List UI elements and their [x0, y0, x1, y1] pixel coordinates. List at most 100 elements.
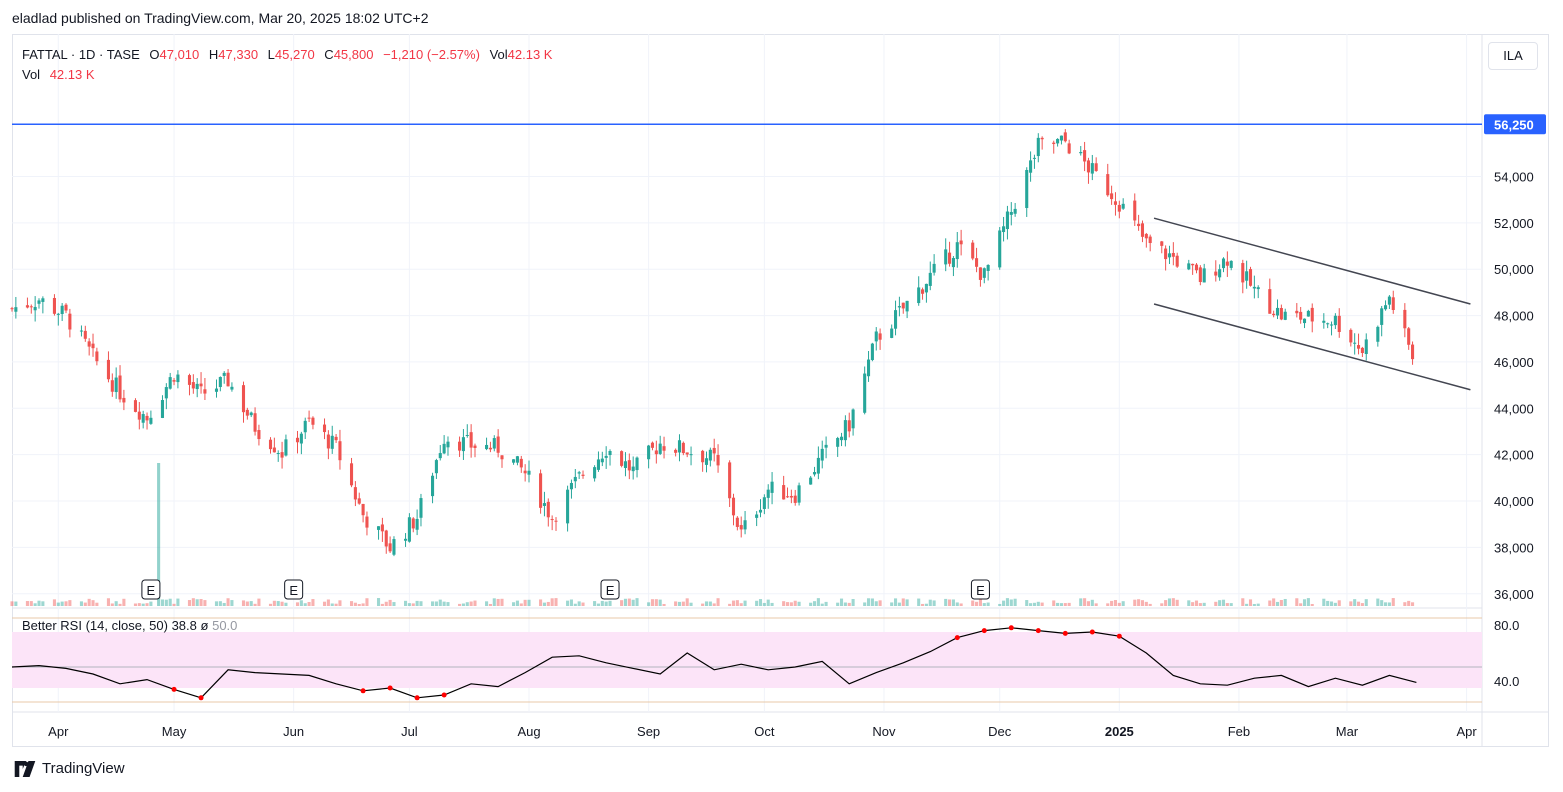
currency-button[interactable]: ILA: [1488, 42, 1538, 70]
volume-bar: [33, 603, 37, 606]
volume-bar: [83, 602, 87, 606]
candle-body: [1252, 286, 1256, 289]
volume-bar: [488, 603, 492, 606]
volume-bar: [1279, 599, 1283, 606]
volume-bar: [731, 600, 736, 606]
volume-bar: [1376, 598, 1380, 606]
candle-body: [257, 430, 261, 440]
candle-body: [1380, 308, 1384, 325]
candle-body: [743, 520, 747, 530]
candle-body: [141, 414, 145, 423]
footer[interactable]: TradingView: [12, 760, 125, 777]
volume-bar: [1218, 600, 1222, 606]
volume-bar: [307, 601, 311, 606]
candle-body: [677, 440, 682, 453]
candle-body: [492, 438, 496, 449]
candle-body: [349, 463, 354, 486]
candle-body: [704, 458, 709, 465]
volume-bar: [735, 600, 739, 606]
candle-body: [1067, 143, 1071, 154]
candle-body: [10, 308, 14, 310]
candle-body: [1083, 150, 1087, 162]
volume-bar: [948, 599, 952, 606]
time-tick-label: Dec: [988, 724, 1012, 739]
earnings-marker-box: [600, 579, 620, 600]
candle-body: [1144, 233, 1148, 239]
volume-bar: [176, 598, 180, 606]
candle-body: [647, 445, 651, 460]
volume-bar: [322, 601, 327, 606]
volume-bar: [1403, 602, 1407, 606]
candle-body: [728, 462, 732, 499]
volume-bar: [701, 603, 705, 606]
volume-bar: [1248, 599, 1253, 606]
candle-body: [488, 447, 492, 450]
rsi-extreme-point: [360, 688, 366, 694]
volume-bar: [1032, 602, 1036, 606]
volume-bar: [1241, 598, 1245, 606]
volume-bar: [473, 600, 477, 606]
volume-bar: [674, 601, 678, 606]
volume-bar: [407, 603, 411, 606]
price-tick-label: 52,000: [1494, 216, 1534, 231]
volume-bar: [500, 598, 504, 606]
volume-bar: [1360, 603, 1364, 606]
candle-body: [60, 305, 64, 315]
volume-bar: [1198, 603, 1202, 606]
candle-body: [812, 472, 817, 475]
candle-body: [1299, 311, 1303, 320]
rsi-band: [12, 632, 1482, 688]
volume-bar: [222, 602, 226, 606]
rsi-title[interactable]: Better RSI (14, close, 50): [22, 618, 168, 633]
candle-body: [419, 498, 423, 518]
candle-body: [542, 503, 546, 506]
volume-spike-bar: [157, 463, 161, 606]
candle-body: [160, 400, 165, 418]
volume-bar: [1299, 603, 1303, 606]
candle-body: [944, 249, 948, 265]
legend-symbol[interactable]: FATTAL · 1D · TASE: [22, 47, 140, 62]
volume-bar: [496, 598, 500, 606]
volume-bar: [789, 602, 793, 606]
candle-body: [1002, 226, 1006, 233]
volume-bar: [91, 600, 95, 606]
candle-body: [14, 307, 18, 312]
volume-bar: [338, 600, 342, 606]
candle-body: [1229, 260, 1233, 268]
candle-body: [1202, 268, 1206, 283]
candle-body: [539, 473, 543, 508]
candle-body: [793, 495, 797, 503]
candle-body: [620, 451, 624, 466]
volume-bar: [230, 600, 234, 606]
volume-bar: [1171, 598, 1175, 606]
volume-bar: [982, 603, 986, 606]
candle-body: [1376, 326, 1380, 342]
rsi-extreme-point: [198, 695, 204, 701]
candle-body: [1387, 296, 1391, 305]
candle-body: [1036, 137, 1040, 157]
volume-bar: [917, 598, 921, 606]
candle-body: [1279, 307, 1283, 320]
volume-bar: [1121, 601, 1125, 606]
volume-bar: [280, 601, 284, 606]
candle-body: [64, 304, 68, 311]
price-tick-label: 48,000: [1494, 309, 1534, 324]
volume-bar: [739, 603, 743, 606]
volume-bar: [716, 598, 720, 606]
candle-body: [1310, 307, 1314, 322]
candle-body: [303, 420, 307, 433]
candle-body: [1306, 310, 1310, 317]
time-tick-label: Nov: [872, 724, 896, 739]
rsi-extreme-point: [1035, 628, 1041, 634]
candle-body: [924, 283, 928, 293]
time-tick-label: Jul: [401, 724, 418, 739]
candle-body: [461, 437, 465, 452]
rsi-extreme-point: [981, 628, 987, 634]
volume-bar: [172, 603, 176, 606]
volume-bar: [658, 599, 662, 606]
volume-bar: [1144, 601, 1148, 606]
candle-body: [1094, 163, 1098, 171]
candle-body: [581, 474, 585, 476]
volume-bar: [1113, 600, 1118, 606]
